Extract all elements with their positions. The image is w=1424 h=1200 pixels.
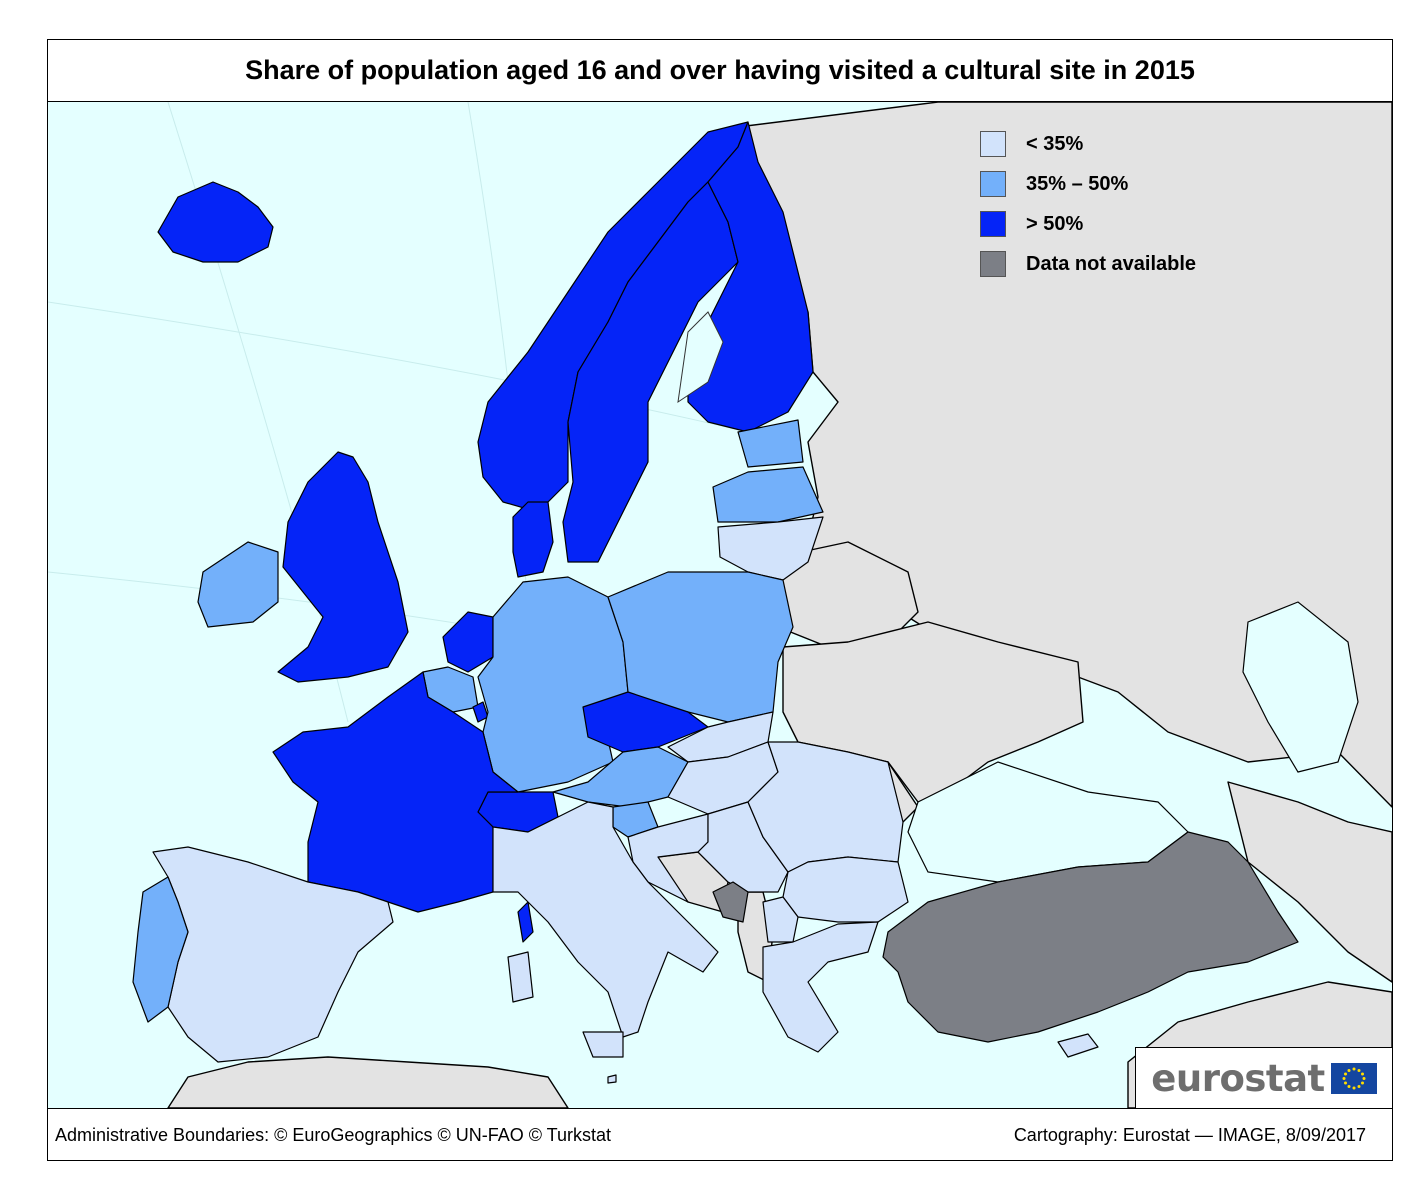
region-portugal	[132, 876, 189, 1023]
legend-label: 35% – 50%	[1026, 172, 1129, 195]
region-czechia	[582, 691, 709, 753]
map-title: Share of population aged 16 and over hav…	[48, 40, 1392, 102]
map-frame: Share of population aged 16 and over hav…	[47, 39, 1393, 1161]
region-france	[272, 671, 519, 913]
region-united-kingdom	[277, 451, 409, 683]
legend-swatch	[980, 251, 1006, 277]
legend: < 35% 35% – 50% > 50% Data not available	[980, 124, 1196, 284]
region-italy	[492, 801, 719, 1038]
region-sardinia	[507, 951, 534, 1003]
map-area: < 35% 35% – 50% > 50% Data not available…	[48, 102, 1392, 1108]
lakes	[677, 311, 724, 404]
region-finland	[687, 121, 814, 433]
eu-flag-stars	[1342, 1067, 1366, 1089]
legend-item-3: > 50%	[980, 204, 1196, 244]
eurostat-logo: eurostat	[1135, 1047, 1392, 1108]
legend-swatch	[980, 171, 1006, 197]
region-sweden	[562, 181, 739, 563]
region-montenegro	[712, 881, 749, 923]
non-eu-land	[167, 102, 1392, 1108]
region-lithuania	[717, 516, 824, 581]
region-turkey	[882, 831, 1299, 1043]
region-denmark	[512, 501, 554, 578]
legend-swatch	[980, 131, 1006, 157]
north-africa	[167, 1056, 569, 1108]
legend-item-4: Data not available	[980, 244, 1196, 284]
legend-label: < 35%	[1026, 132, 1084, 155]
legend-label: > 50%	[1026, 212, 1084, 235]
legend-swatch	[980, 211, 1006, 237]
footer-cartography: Cartography: Eurostat — IMAGE, 8/09/2017	[1013, 1125, 1366, 1145]
region-bulgaria	[782, 856, 909, 923]
legend-item-2: 35% – 50%	[980, 164, 1196, 204]
region-estonia	[737, 419, 804, 468]
region-north-macedonia	[762, 896, 799, 943]
region-sicily	[582, 1031, 624, 1058]
region-cyprus	[1057, 1033, 1099, 1058]
region-malta	[607, 1074, 617, 1084]
caspian-sea	[1242, 601, 1359, 773]
caucasus	[1227, 781, 1392, 983]
region-latvia	[712, 466, 824, 523]
legend-item-1: < 35%	[980, 124, 1196, 164]
logo-text: eurostat	[1151, 1056, 1325, 1100]
region-ireland	[197, 541, 279, 628]
footer: Administrative Boundaries: © EuroGeograp…	[48, 1108, 1392, 1160]
region-iceland	[157, 181, 274, 263]
region-greece	[762, 921, 879, 1053]
region-germany	[477, 576, 629, 793]
footer-credits: Administrative Boundaries: © EuroGeograp…	[55, 1125, 611, 1145]
eu-flag-icon	[1330, 1062, 1377, 1094]
map-svg	[48, 102, 1392, 1108]
legend-label: Data not available	[1026, 252, 1197, 275]
region-corsica	[517, 901, 534, 943]
